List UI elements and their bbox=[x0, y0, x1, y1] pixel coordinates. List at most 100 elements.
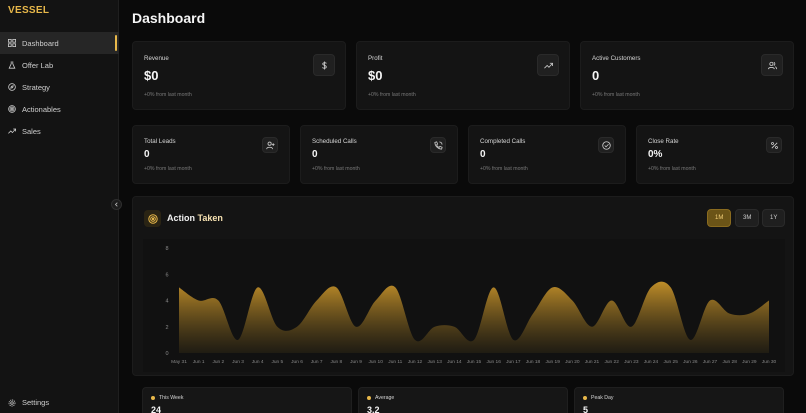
card-value: $0 bbox=[368, 68, 383, 83]
card-label: Profit bbox=[368, 55, 383, 62]
settings-label: Settings bbox=[22, 398, 50, 407]
compass-icon bbox=[8, 83, 16, 91]
range-button-1m[interactable]: 1M bbox=[707, 209, 732, 227]
card-sub: +0% from last month bbox=[480, 166, 528, 172]
target-icon bbox=[8, 105, 16, 113]
action-taken-chart: 0 2 4 6 8 May 31 Jun 1 Jun 2 Jun 3 Jun 4 Jun 5 Jun … bbox=[143, 239, 785, 372]
card-label: Completed Calls bbox=[480, 138, 526, 145]
stat-this-week: This Week 24 bbox=[142, 387, 352, 413]
card-label: Close Rate bbox=[648, 138, 679, 145]
stat-average: Average 3.2 bbox=[358, 387, 568, 413]
card-label: Total Leads bbox=[144, 138, 176, 145]
stat-value: 3.2 bbox=[367, 405, 380, 413]
card-sub: +0% from last month bbox=[144, 92, 192, 98]
x-tick-label: Jun 8 bbox=[330, 359, 342, 365]
stat-label: Peak Day bbox=[591, 395, 614, 401]
range-button-3m[interactable]: 3M bbox=[735, 209, 760, 227]
y-tick-label: 4 bbox=[165, 299, 168, 305]
x-tick-label: Jun 21 bbox=[585, 359, 600, 365]
page-title: Dashboard bbox=[132, 10, 206, 26]
sidebar-item-label: Sales bbox=[22, 126, 41, 136]
x-tick-label: Jun 22 bbox=[604, 359, 619, 365]
x-tick-label: Jun 26 bbox=[683, 359, 698, 365]
x-tick-label: Jun 11 bbox=[388, 359, 402, 365]
sidebar-item-label: Offer Lab bbox=[22, 60, 54, 70]
flask-icon bbox=[8, 61, 16, 69]
series-area bbox=[179, 281, 769, 353]
x-tick-label: Jun 24 bbox=[644, 359, 659, 365]
trending-up-icon bbox=[537, 54, 559, 76]
sidebar-item-actionables[interactable]: Actionables bbox=[0, 98, 119, 120]
sidebar-item-sales[interactable]: Sales bbox=[0, 120, 119, 142]
y-tick-label: 6 bbox=[165, 272, 168, 278]
range-button-1y[interactable]: 1Y bbox=[762, 209, 786, 227]
sidebar-item-offer-lab[interactable]: Offer Lab bbox=[0, 54, 119, 76]
close-rate-card: Close Rate 0% +0% from last month bbox=[636, 125, 794, 184]
x-tick-label: Jun 19 bbox=[545, 359, 560, 365]
total-leads-card: Total Leads 0 +0% from last month bbox=[132, 125, 290, 184]
card-value: 0% bbox=[648, 149, 663, 160]
sidebar-collapse-button[interactable] bbox=[111, 199, 122, 210]
stat-value: 5 bbox=[583, 405, 589, 413]
card-value: 0 bbox=[144, 149, 150, 160]
target-icon bbox=[144, 210, 161, 227]
y-tick-label: 2 bbox=[165, 325, 168, 331]
chart-title: Action Taken bbox=[167, 213, 223, 223]
stat-dot bbox=[583, 396, 587, 400]
x-tick-label: Jun 16 bbox=[486, 359, 501, 365]
card-sub: +0% from last month bbox=[592, 92, 640, 98]
x-tick-label: Jun 13 bbox=[427, 359, 442, 365]
card-value: 0 bbox=[592, 68, 600, 83]
card-label: Scheduled Calls bbox=[312, 138, 357, 145]
card-sub: +0% from last month bbox=[312, 166, 360, 172]
card-sub: +0% from last month bbox=[368, 92, 416, 98]
sidebar: VESSEL Dashboard Offer Lab Strategy Acti… bbox=[0, 0, 119, 413]
completed-calls-card: Completed Calls 0 +0% from last month bbox=[468, 125, 626, 184]
area-chart-svg: 0 2 4 6 8 May 31 Jun 1 Jun 2 Jun 3 Jun 4 Jun 5 Jun … bbox=[165, 246, 776, 365]
x-tick-label: May 31 bbox=[171, 359, 187, 365]
gear-icon bbox=[8, 399, 16, 406]
x-tick-label: Jun 15 bbox=[467, 359, 482, 365]
users-icon bbox=[761, 54, 783, 76]
scheduled-calls-card: Scheduled Calls 0 +0% from last month bbox=[300, 125, 458, 184]
card-value: 0 bbox=[312, 149, 318, 160]
sidebar-item-dashboard[interactable]: Dashboard bbox=[0, 32, 119, 54]
stat-peak-day: Peak Day 5 bbox=[574, 387, 784, 413]
sidebar-item-label: Dashboard bbox=[22, 38, 59, 48]
chart-title-a: Action bbox=[167, 213, 195, 223]
sidebar-item-label: Strategy bbox=[22, 82, 50, 92]
x-tick-label: Jun 25 bbox=[663, 359, 678, 365]
stat-dot bbox=[367, 396, 371, 400]
card-sub: +0% from last month bbox=[648, 166, 696, 172]
percent-icon bbox=[766, 137, 782, 153]
x-tick-label: Jun 17 bbox=[506, 359, 521, 365]
y-tick-label: 0 bbox=[165, 351, 168, 357]
x-tick-label: Jun 6 bbox=[291, 359, 303, 365]
card-sub: +0% from last month bbox=[144, 166, 192, 172]
x-tick-label: Jun 7 bbox=[311, 359, 323, 365]
check-circle-icon bbox=[598, 137, 614, 153]
sidebar-item-strategy[interactable]: Strategy bbox=[0, 76, 119, 98]
active-customers-card: Active Customers 0 +0% from last month bbox=[580, 41, 794, 110]
x-tick-label: Jun 9 bbox=[350, 359, 362, 365]
phone-icon bbox=[430, 137, 446, 153]
x-tick-label: Jun 20 bbox=[565, 359, 580, 365]
stat-label: Average bbox=[375, 395, 395, 401]
x-tick-label: Jun 10 bbox=[368, 359, 383, 365]
card-value: 0 bbox=[480, 149, 486, 160]
sidebar-item-label: Actionables bbox=[22, 104, 61, 114]
x-tick-label: Jun 5 bbox=[271, 359, 283, 365]
user-plus-icon bbox=[262, 137, 278, 153]
stat-dot bbox=[151, 396, 155, 400]
sidebar-item-settings[interactable]: Settings bbox=[8, 398, 49, 407]
x-tick-label: Jun 2 bbox=[212, 359, 224, 365]
x-tick-label: Jun 4 bbox=[252, 359, 264, 365]
chevron-left-icon bbox=[114, 202, 118, 207]
x-tick-label: Jun 3 bbox=[232, 359, 244, 365]
x-tick-label: Jun 12 bbox=[408, 359, 423, 365]
brand-logo: VESSEL bbox=[8, 5, 50, 16]
revenue-card: Revenue $0 +0% from last month bbox=[132, 41, 346, 110]
stat-label: This Week bbox=[159, 395, 184, 401]
x-tick-label: Jun 29 bbox=[742, 359, 757, 365]
profit-card: Profit $0 +0% from last month bbox=[356, 41, 570, 110]
